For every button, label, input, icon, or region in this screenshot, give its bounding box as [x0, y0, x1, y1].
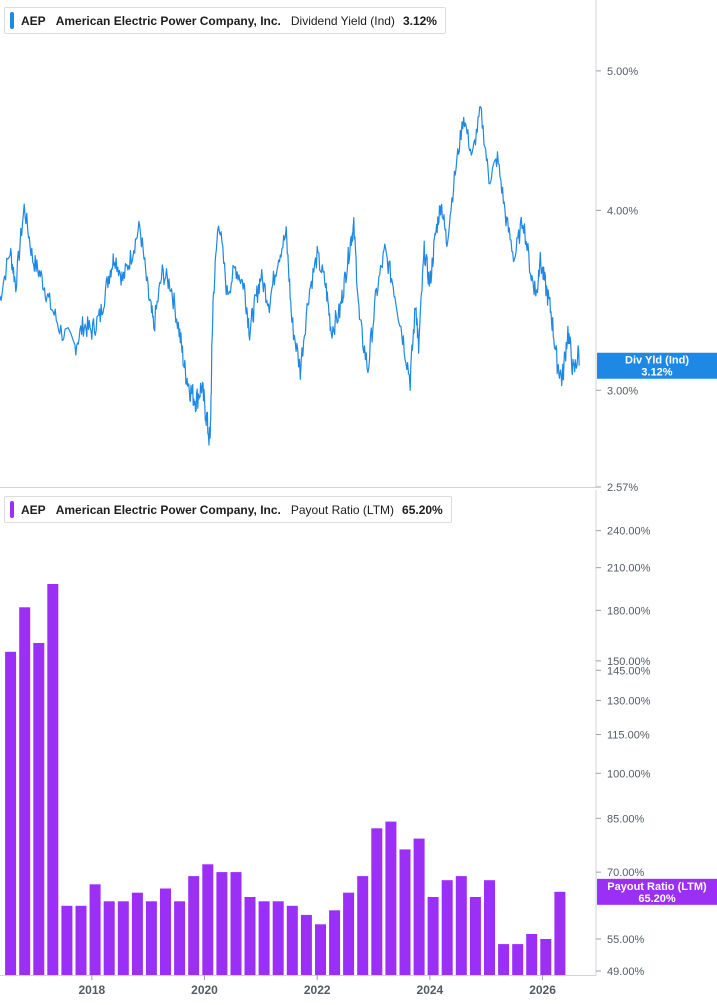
payout-bar [272, 901, 284, 975]
payout-bar [371, 828, 383, 975]
legend-company: American Electric Power Company, Inc. [55, 13, 281, 28]
payout-bar [5, 651, 17, 975]
yield-tick-label: 3.00% [607, 385, 638, 397]
time-tick-label: 2018 [78, 983, 105, 997]
payout-current-box [597, 878, 717, 905]
payout-bar [216, 872, 228, 975]
payout-tick-label: 85.00% [607, 813, 645, 825]
payout-bar [47, 584, 59, 975]
payout-bar [174, 901, 186, 975]
yield-tick-label: 5.00% [607, 66, 638, 78]
payout-bar [160, 888, 171, 975]
payout-tick-label: 150.00% [607, 656, 651, 668]
payout-current-label: Payout Ratio (LTM)65.20% [597, 878, 717, 905]
payout-tick-label: 130.00% [607, 696, 651, 708]
payout-bar [75, 905, 87, 975]
payout-tick-label: 100.00% [607, 768, 651, 780]
payout-bar [526, 934, 538, 975]
payout-tick-label: 49.00% [607, 966, 645, 978]
yield-current-box [597, 352, 717, 379]
payout-bar [343, 892, 355, 975]
payout-bar [329, 910, 341, 975]
payout-bar [427, 897, 439, 975]
payout-bar [61, 905, 73, 975]
legend-value: 3.12% [402, 13, 437, 28]
payout-current-title: Payout Ratio (LTM) [607, 881, 707, 893]
payout-bar [33, 643, 45, 975]
payout-tick-label: 115.00% [607, 730, 650, 742]
legend-ticker: AEP [21, 502, 46, 517]
payout-bar [399, 849, 411, 975]
payout-tick-label: 240.00% [607, 526, 651, 538]
time-tick-label: 2020 [191, 983, 218, 997]
payout-bar [244, 897, 256, 975]
payout-tick-label: 55.00% [607, 934, 645, 946]
payout-bar [19, 607, 31, 975]
yield-current-label: Div Yld (Ind)3.12% [597, 352, 717, 379]
payout-bar [357, 876, 369, 975]
payout-tick-label: 145.00% [607, 665, 651, 677]
yield-tick-label: 4.00% [607, 205, 638, 217]
payout-bar [188, 876, 200, 975]
time-tick-label: 2024 [417, 983, 444, 997]
legend-metric: Payout Ratio (LTM) [290, 502, 395, 517]
payout-bar [145, 901, 157, 975]
payout-bar [498, 944, 510, 975]
payout-bar [441, 880, 453, 975]
yield-current-title: Div Yld (Ind) [625, 355, 689, 367]
payout-bar [300, 914, 312, 975]
payout-tick-label: 70.00% [607, 867, 645, 879]
payout-bar [117, 901, 129, 975]
yield-tick-label: 2.57% [607, 482, 638, 494]
time-tick-label: 2022 [304, 983, 331, 997]
payout-bar [89, 884, 101, 975]
time-tick-label: 2026 [529, 983, 556, 997]
legend-metric: Dividend Yield (Ind) [290, 13, 395, 28]
payout-bar [286, 905, 298, 975]
payout-tick-label: 180.00% [607, 605, 651, 617]
payout-swatch-icon [10, 501, 14, 518]
legend-company: American Electric Power Company, Inc. [55, 502, 281, 517]
payout-bar [385, 821, 397, 975]
yield-series-line [0, 106, 580, 446]
payout-bar [540, 939, 552, 975]
payout-series [5, 584, 566, 975]
legend-value: 65.20% [402, 502, 443, 517]
payout-bar [512, 944, 524, 975]
payout-legend[interactable]: AEP American Electric Power Company, Inc… [4, 496, 452, 523]
yield-legend[interactable]: AEP American Electric Power Company, Inc… [4, 7, 446, 34]
payout-bar [315, 924, 326, 975]
payout-bar [413, 838, 425, 975]
time-axis: 2018 2020 2022 2024 2026 [78, 975, 556, 997]
payout-axis: 240.00% 210.00% 180.00% 150.00%145.00% 130.0… [0, 490, 651, 978]
yield-series [0, 106, 580, 446]
payout-bar [455, 876, 467, 975]
payout-bar [131, 892, 143, 975]
yield-swatch-icon [10, 12, 14, 29]
yield-axis: 5.00% 4.00% 3.00% 2.57% [0, 0, 638, 494]
payout-current-value: 65.20% [638, 893, 676, 905]
yield-current-value: 3.12% [641, 367, 672, 379]
payout-bar [202, 864, 214, 975]
payout-bar [258, 901, 270, 975]
payout-bar [469, 897, 481, 975]
payout-bar [484, 880, 495, 975]
payout-bar [230, 872, 242, 975]
legend-ticker: AEP [21, 13, 46, 28]
payout-bar [103, 901, 115, 975]
payout-bar [554, 891, 566, 975]
payout-tick-label: 210.00% [607, 563, 651, 575]
